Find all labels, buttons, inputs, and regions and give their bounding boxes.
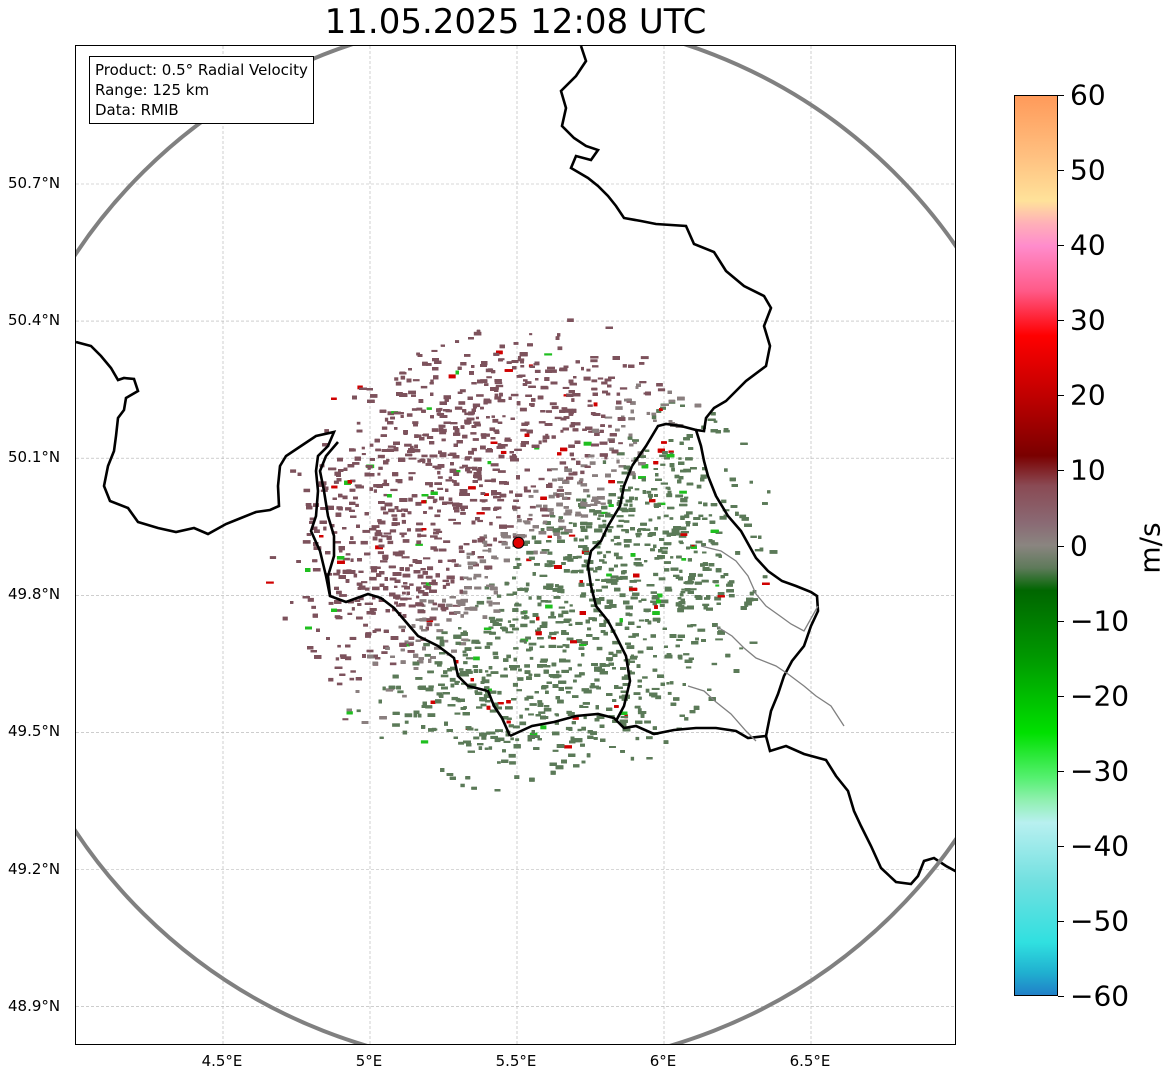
lat-tick-label: 48.9°N bbox=[8, 996, 61, 1015]
lat-tick-label: 50.7°N bbox=[8, 174, 61, 192]
colorbar-tick-mark bbox=[1058, 620, 1064, 622]
lon-tick-label: 5°E bbox=[355, 1052, 383, 1070]
colorbar-tick-label: 10 bbox=[1070, 453, 1106, 487]
state-border-3 bbox=[687, 685, 757, 742]
colorbar-tick-label: −20 bbox=[1070, 679, 1130, 713]
colorbar-tick-label: 0 bbox=[1070, 529, 1088, 562]
lon-tick-label: 4.5°E bbox=[201, 1052, 243, 1070]
colorbar-tick-mark bbox=[1058, 545, 1064, 547]
colorbar-tick-mark bbox=[1058, 845, 1064, 847]
colorbar-tick-label: 50 bbox=[1070, 153, 1106, 187]
velocity-colorbar bbox=[1014, 95, 1058, 996]
lat-tick-label: 49.8°N bbox=[8, 585, 61, 604]
colorbar-tick-mark bbox=[1058, 470, 1064, 472]
lon-tick-label: 6.5°E bbox=[789, 1052, 831, 1070]
map-title: 11.05.2025 12:08 UTC bbox=[324, 2, 707, 42]
colorbar-tick-mark bbox=[1058, 695, 1064, 697]
border-be-lu bbox=[318, 441, 339, 597]
lon-tick-label: 6°E bbox=[649, 1052, 677, 1070]
radar-map bbox=[75, 45, 956, 1045]
colorbar-tick-label: −30 bbox=[1070, 754, 1130, 788]
colorbar-tick-mark bbox=[1058, 770, 1064, 772]
colorbar-tick-mark bbox=[1058, 245, 1064, 247]
colorbar-tick-mark bbox=[1058, 920, 1064, 922]
border-lu-west bbox=[586, 465, 634, 722]
state-border-1 bbox=[700, 545, 819, 632]
colorbar-tick-mark bbox=[1058, 95, 1064, 96]
colorbar-tick-mark bbox=[1058, 320, 1064, 322]
border-lu-de bbox=[630, 422, 820, 737]
colorbar-tick-label: 20 bbox=[1070, 378, 1106, 412]
colorbar-tick-label: 40 bbox=[1070, 228, 1106, 262]
colorbar-tick-label: −10 bbox=[1070, 604, 1130, 638]
state-border-2 bbox=[715, 625, 845, 727]
colorbar-tick-mark bbox=[1058, 395, 1064, 397]
lat-tick-label: 49.5°N bbox=[8, 722, 61, 741]
colorbar-tick-mark bbox=[1058, 996, 1064, 997]
source-label: Data: RMIB bbox=[95, 101, 179, 119]
info-box: Product: 0.5° Radial Velocity Range: 125… bbox=[89, 56, 314, 124]
lon-tick-label: 5.5°E bbox=[495, 1052, 537, 1070]
country-borders bbox=[76, 46, 955, 886]
colorbar-unit-label: m/s bbox=[1133, 522, 1167, 574]
radar-echoes bbox=[266, 318, 778, 792]
lat-tick-label: 50.1°N bbox=[8, 448, 61, 467]
colorbar-tick-label: −60 bbox=[1070, 979, 1130, 1013]
colorbar-tick-mark bbox=[1058, 170, 1064, 172]
product-label: Product: 0.5° Radial Velocity bbox=[95, 61, 308, 79]
colorbar-tick-label: 60 bbox=[1070, 78, 1106, 112]
range-label: Range: 125 km bbox=[95, 81, 210, 99]
colorbar-tick-label: −50 bbox=[1070, 904, 1130, 938]
border-be-fr bbox=[76, 340, 512, 737]
lat-tick-label: 49.2°N bbox=[8, 859, 61, 878]
radar-site-dot bbox=[512, 536, 525, 549]
radar-site-marker bbox=[512, 536, 525, 549]
colorbar-tick-label: −40 bbox=[1070, 829, 1130, 863]
border-be-de bbox=[559, 46, 773, 433]
lat-tick-label: 50.4°N bbox=[8, 311, 61, 330]
colorbar-tick-label: 30 bbox=[1070, 303, 1106, 337]
radar-map-canvas bbox=[76, 46, 955, 1044]
